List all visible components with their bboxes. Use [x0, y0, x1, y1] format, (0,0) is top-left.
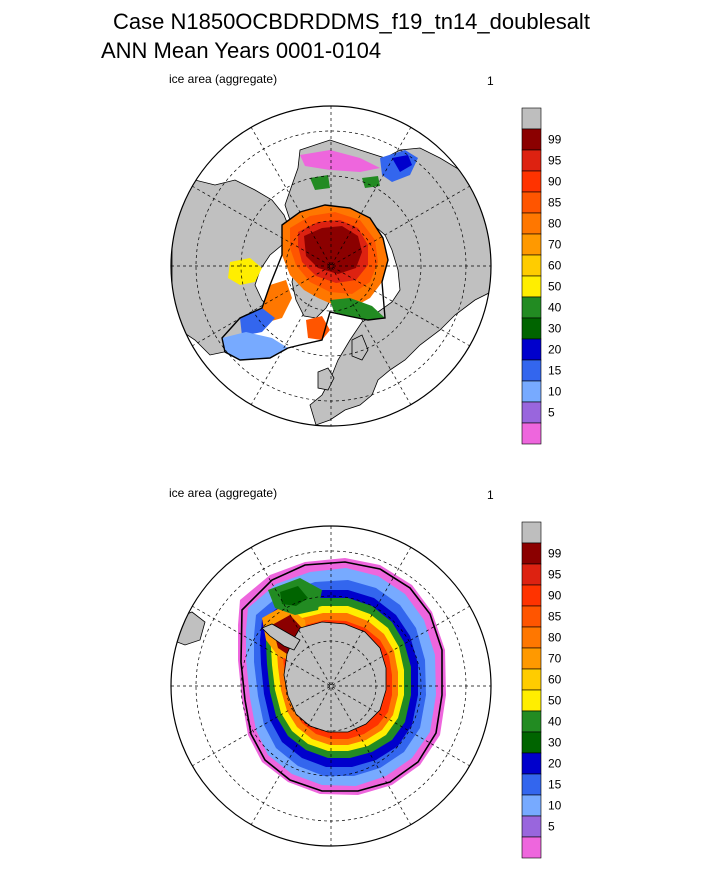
south-legend-swatch-1	[521, 542, 542, 565]
south-legend-swatch-14	[521, 815, 542, 838]
north-legend-label-14: 5	[548, 406, 555, 420]
north-polar-map	[170, 105, 492, 427]
north-legend-swatch-1	[521, 128, 542, 151]
north-legend-swatch-3	[521, 170, 542, 193]
north-legend-label-5: 80	[548, 217, 562, 231]
south-legend-label-8: 50	[548, 694, 562, 708]
south-legend-swatch-7	[521, 668, 542, 691]
south-legend-label-3: 90	[548, 589, 562, 603]
south-legend-label-14: 5	[548, 820, 555, 834]
south-map-boundary	[170, 525, 492, 847]
north-legend-label-1: 99	[548, 133, 562, 147]
south-legend-swatch-15	[521, 836, 542, 859]
north-legend-label-7: 60	[548, 259, 562, 273]
south-polar-map	[170, 525, 492, 847]
south-legend-swatch-8	[521, 689, 542, 712]
south-legend-swatch-9	[521, 710, 542, 733]
south-legend-swatch-0	[521, 521, 542, 544]
north-legend-label-4: 85	[548, 196, 562, 210]
north-legend-swatch-10	[521, 317, 542, 340]
south-legend-label-11: 20	[548, 757, 562, 771]
south-legend-swatch-13	[521, 794, 542, 817]
plot-title-period: ANN Mean Years 0001-0104	[101, 38, 382, 63]
south-color-legend: 99 95 90 85 80 70 60 50 40 30 20 15 10 5	[521, 521, 562, 859]
north-legend-swatch-15	[521, 422, 542, 445]
south-sea-ice-field	[171, 558, 446, 795]
south-panel-number: 1	[487, 488, 494, 502]
north-legend-label-9: 40	[548, 301, 562, 315]
south-legend-label-4: 85	[548, 610, 562, 624]
north-legend-swatch-5	[521, 212, 542, 235]
south-legend-label-7: 60	[548, 673, 562, 687]
north-legend-swatch-12	[521, 359, 542, 382]
south-legend-swatch-12	[521, 773, 542, 796]
south-graticule	[171, 526, 491, 846]
south-legend-label-12: 15	[548, 778, 562, 792]
south-legend-swatch-10	[521, 731, 542, 754]
north-map-boundary	[170, 105, 492, 427]
north-legend-label-6: 70	[548, 238, 562, 252]
south-legend-label-1: 99	[548, 547, 562, 561]
north-legend-swatch-11	[521, 338, 542, 361]
south-legend-swatch-11	[521, 752, 542, 775]
north-legend-swatch-13	[521, 380, 542, 403]
north-legend-swatch-4	[521, 191, 542, 214]
north-legend-label-13: 10	[548, 385, 562, 399]
north-graticule	[171, 106, 491, 426]
south-legend-swatch-3	[521, 584, 542, 607]
north-legend-swatch-6	[521, 233, 542, 256]
south-legend-label-13: 10	[548, 799, 562, 813]
north-variable-label: ice area (aggregate)	[169, 72, 278, 86]
north-legend-label-10: 30	[548, 322, 562, 336]
north-legend-swatch-2	[521, 149, 542, 172]
north-legend-swatch-0	[521, 107, 542, 130]
south-legend-label-10: 30	[548, 736, 562, 750]
north-color-legend: 99 95 90 85 80 70 60 50 40 30 20 15 10 5	[521, 107, 562, 445]
south-legend-swatch-4	[521, 605, 542, 628]
south-legend-label-5: 80	[548, 631, 562, 645]
north-legend-label-11: 20	[548, 343, 562, 357]
south-legend-label-9: 40	[548, 715, 562, 729]
south-legend-swatch-6	[521, 647, 542, 670]
south-legend-swatch-2	[521, 563, 542, 586]
north-legend-swatch-8	[521, 275, 542, 298]
north-legend-label-12: 15	[548, 364, 562, 378]
north-legend-label-8: 50	[548, 280, 562, 294]
north-legend-swatch-9	[521, 296, 542, 319]
south-legend-label-6: 70	[548, 652, 562, 666]
north-legend-swatch-14	[521, 401, 542, 424]
south-legend-swatch-5	[521, 626, 542, 649]
plot-title-case: Case N1850OCBDRDDMS_f19_tn14_doublesalt	[113, 9, 590, 34]
north-legend-label-2: 95	[548, 154, 562, 168]
north-legend-label-3: 90	[548, 175, 562, 189]
south-variable-label: ice area (aggregate)	[169, 486, 278, 500]
north-legend-swatch-7	[521, 254, 542, 277]
north-panel-number: 1	[487, 74, 494, 88]
south-legend-label-2: 95	[548, 568, 562, 582]
